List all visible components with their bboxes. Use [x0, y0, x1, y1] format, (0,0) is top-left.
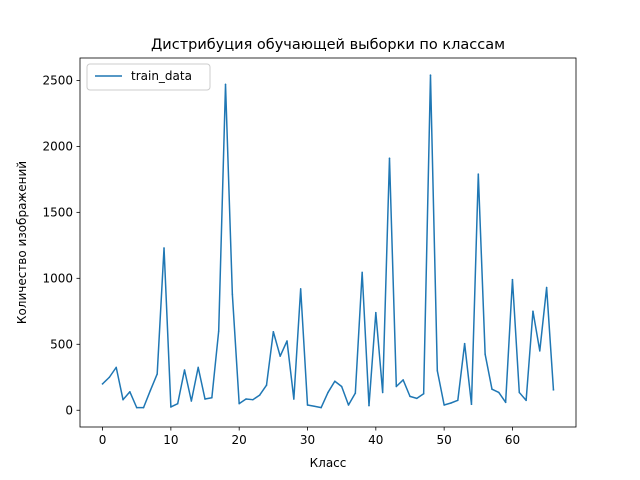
- data-point: [525, 399, 527, 402]
- data-point: [101, 383, 104, 385]
- x-tick-label: 50: [437, 433, 452, 447]
- data-point: [217, 330, 220, 332]
- data-point: [211, 396, 213, 399]
- data-point: [470, 403, 473, 406]
- data-point: [484, 353, 486, 355]
- y-tick-label: 2000: [42, 140, 73, 154]
- y-tick-label: 2500: [42, 74, 73, 88]
- data-point: [436, 369, 439, 372]
- data-point: [265, 384, 268, 386]
- data-point: [422, 393, 425, 395]
- data-point: [416, 397, 418, 400]
- data-point: [354, 392, 357, 394]
- data-point: [477, 173, 480, 175]
- y-axis-ticks: 0 500 1000 1500 2000 2500: [42, 74, 80, 418]
- data-point: [511, 278, 514, 281]
- data-point: [491, 388, 493, 390]
- data-point: [279, 355, 281, 357]
- data-point: [238, 402, 240, 405]
- data-point: [299, 288, 302, 290]
- data-point: [115, 366, 117, 369]
- data-point: [450, 402, 452, 404]
- x-tick-label: 10: [163, 433, 178, 447]
- data-point: [539, 350, 541, 352]
- data-point: [429, 74, 432, 76]
- data-point: [149, 389, 152, 392]
- data-point: [306, 404, 309, 406]
- data-point: [409, 395, 411, 398]
- data-point: [224, 83, 227, 86]
- data-point: [388, 157, 391, 160]
- data-point: [545, 286, 548, 289]
- data-point: [272, 331, 275, 333]
- legend-label: train_data: [131, 69, 192, 83]
- data-point: [163, 247, 165, 249]
- data-point: [340, 385, 343, 388]
- x-tick-label: 30: [300, 433, 315, 447]
- y-tick-label: 500: [50, 338, 73, 352]
- data-point: [368, 404, 370, 407]
- x-tick-label: 0: [99, 433, 107, 447]
- data-point: [443, 404, 445, 406]
- x-axis-ticks: 0 10 20 30 40 50 60: [99, 427, 520, 447]
- data-point: [170, 406, 172, 408]
- data-point: [504, 401, 507, 404]
- data-point: [231, 293, 234, 295]
- x-axis-label: Класс: [310, 456, 347, 470]
- series-points: [101, 74, 555, 409]
- data-point: [347, 404, 350, 406]
- data-point: [402, 379, 404, 381]
- data-point: [156, 373, 158, 375]
- data-point: [395, 385, 398, 388]
- data-point: [498, 391, 500, 394]
- data-point: [142, 406, 145, 409]
- data-point: [286, 340, 288, 342]
- data-point: [135, 406, 138, 409]
- data-point: [463, 342, 466, 345]
- data-point: [190, 400, 193, 402]
- data-point: [197, 366, 199, 369]
- data-point: [361, 271, 363, 274]
- data-point: [183, 369, 186, 371]
- data-point: [457, 399, 459, 402]
- y-tick-label: 0: [65, 404, 73, 418]
- data-point: [320, 406, 322, 409]
- data-point: [327, 391, 329, 394]
- x-tick-label: 60: [505, 433, 520, 447]
- data-point: [129, 391, 131, 393]
- legend-box: [86, 63, 211, 91]
- data-point: [252, 398, 254, 401]
- chart-title: Дистрибуция обучающей выборки по классам: [151, 37, 505, 53]
- plot-frame: [79, 57, 577, 428]
- data-point: [245, 398, 247, 400]
- data-point: [313, 405, 316, 408]
- data-point: [176, 402, 179, 405]
- data-point: [204, 398, 206, 400]
- data-point: [375, 311, 377, 314]
- data-point: [258, 394, 261, 396]
- x-tick-label: 40: [368, 433, 383, 447]
- y-tick-label: 1500: [42, 206, 73, 220]
- data-point: [293, 398, 295, 400]
- x-tick-label: 20: [232, 433, 247, 447]
- y-axis-label: Количество изображений: [15, 161, 29, 324]
- legend: train_data: [86, 63, 211, 91]
- data-point: [108, 376, 111, 379]
- y-tick-label: 1000: [42, 272, 73, 286]
- data-point: [552, 389, 555, 391]
- data-point: [518, 391, 521, 394]
- data-point: [532, 310, 534, 313]
- data-point: [122, 398, 124, 401]
- data-point: [334, 380, 336, 382]
- data-point: [381, 391, 384, 394]
